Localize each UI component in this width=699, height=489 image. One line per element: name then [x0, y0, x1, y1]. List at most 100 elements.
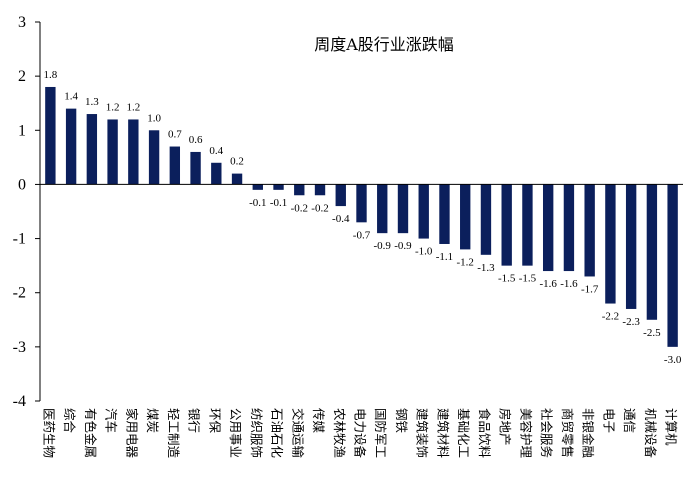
category-label: 石油石化	[270, 408, 285, 459]
bar	[128, 119, 139, 185]
bar	[625, 184, 637, 309]
category-label: 电子	[601, 408, 616, 433]
bar-value-label: -0.9	[374, 240, 392, 252]
bar-value-label: -1.6	[539, 278, 557, 290]
bar	[335, 184, 346, 207]
bar	[190, 151, 201, 185]
category-label: 基础化工	[456, 408, 471, 458]
bar-value-label: 0.2	[230, 156, 244, 168]
bar-value-label: -0.9	[394, 240, 412, 252]
bar	[65, 108, 77, 185]
category-label: 计算机	[664, 408, 679, 446]
bar-value-label: 1.8	[43, 69, 57, 81]
bar-value-label: -3.0	[664, 354, 682, 366]
category-label: 非银金融	[581, 408, 596, 459]
category-label: 美容护理	[518, 408, 533, 459]
bar-value-label: 1.0	[147, 112, 161, 124]
bar-value-label: -1.5	[519, 273, 537, 285]
category-label: 汽车	[104, 408, 119, 433]
bar-value-label: -2.3	[622, 316, 640, 328]
category-label: 电力设备	[353, 408, 368, 459]
category-label: 综合	[62, 408, 77, 434]
y-tick-label: 1	[18, 122, 26, 139]
category-label: 交通运输	[290, 408, 305, 459]
category-label: 农林牧渔	[332, 408, 347, 458]
category-label: 房地产	[498, 408, 513, 446]
y-axis: 3 2 1 0 -1 -2 -3 -4	[13, 14, 41, 410]
category-label: 医药生物	[41, 408, 56, 458]
category-label: 银行	[187, 408, 202, 433]
category-label: 家用电器	[124, 408, 139, 459]
bar-value-label: 1.4	[64, 91, 78, 103]
bar-value-label: -0.2	[311, 202, 328, 214]
bar	[480, 184, 492, 255]
bar-value-label: -1.2	[456, 256, 473, 268]
bar-value-label: 1.2	[106, 101, 120, 113]
bar	[148, 130, 160, 185]
bar-value-label: -2.2	[602, 311, 619, 323]
category-label: 煤炭	[145, 408, 160, 433]
bar	[584, 184, 595, 277]
bar	[273, 184, 284, 190]
y-tick-label: 0	[18, 176, 26, 193]
category-label: 食品饮料	[477, 408, 492, 459]
category-label: 通信	[622, 408, 637, 433]
bar-value-label: -0.7	[353, 229, 371, 241]
bar-value-label: -1.1	[436, 251, 453, 263]
bar-value-label: 0.7	[168, 129, 182, 141]
bar-value-label: 0.4	[209, 145, 223, 157]
bar	[439, 184, 450, 244]
bar	[377, 184, 388, 234]
bar	[397, 184, 409, 234]
bar	[294, 184, 305, 196]
category-label: 机械设备	[643, 408, 658, 459]
category-label: 建筑材料	[435, 408, 450, 459]
bar	[605, 184, 616, 304]
bar	[542, 184, 554, 272]
category-label: 钢铁	[394, 408, 409, 434]
bar	[252, 184, 263, 190]
bar	[86, 114, 98, 185]
bar-value-label: -2.5	[643, 327, 661, 339]
y-tick-label: -2	[13, 285, 26, 302]
category-label: 建筑装饰	[415, 408, 430, 458]
bar	[460, 184, 471, 250]
bar-value-label: -1.6	[560, 278, 578, 290]
bar-value-label: -0.2	[291, 202, 308, 214]
category-label: 有色金属	[83, 408, 98, 458]
y-tick-label: 3	[18, 14, 26, 31]
category-labels: 医药生物 综合 有色金属 汽车 家用电器 煤炭 轻工制造 银行 环保 公用事业 纺织服饰 石油石化 交通…	[41, 408, 678, 459]
bar	[563, 184, 575, 272]
bar	[231, 173, 243, 185]
bar	[522, 184, 533, 266]
category-label: 环保	[207, 408, 222, 434]
bar-value-label: -0.1	[249, 197, 266, 209]
bar	[646, 184, 658, 320]
category-label: 公用事业	[228, 408, 243, 458]
bar	[418, 184, 429, 239]
chart-title: 周度A股行业涨跌幅	[314, 35, 454, 54]
category-label: 纺织服饰	[249, 408, 264, 458]
y-tick-label: -1	[13, 231, 26, 248]
category-label: 轻工制造	[166, 408, 181, 459]
bar	[169, 146, 181, 185]
bar	[501, 184, 512, 266]
y-tick-label: -4	[13, 393, 26, 410]
bar	[107, 119, 118, 185]
data-labels: 1.8 1.4 1.3 1.2 1.2 1.0 0.7 0.6 0.4 0.2 -0.1 -0.1 -0…	[43, 69, 681, 366]
y-tick-label: 2	[18, 68, 26, 85]
bar	[314, 184, 326, 196]
bar-value-label: -1.3	[477, 262, 495, 274]
category-label: 社会服务	[539, 408, 554, 458]
bar-value-label: -1.5	[498, 273, 516, 285]
category-label: 传媒	[311, 408, 326, 434]
bar-value-label: 0.6	[189, 134, 203, 146]
bar-series	[45, 86, 678, 347]
category-label: 国防军工	[373, 408, 388, 458]
bar	[211, 162, 222, 185]
bar-value-label: -1.7	[581, 283, 599, 295]
bar-value-label: -1.0	[415, 246, 433, 258]
bar-value-label: 1.2	[126, 101, 140, 113]
